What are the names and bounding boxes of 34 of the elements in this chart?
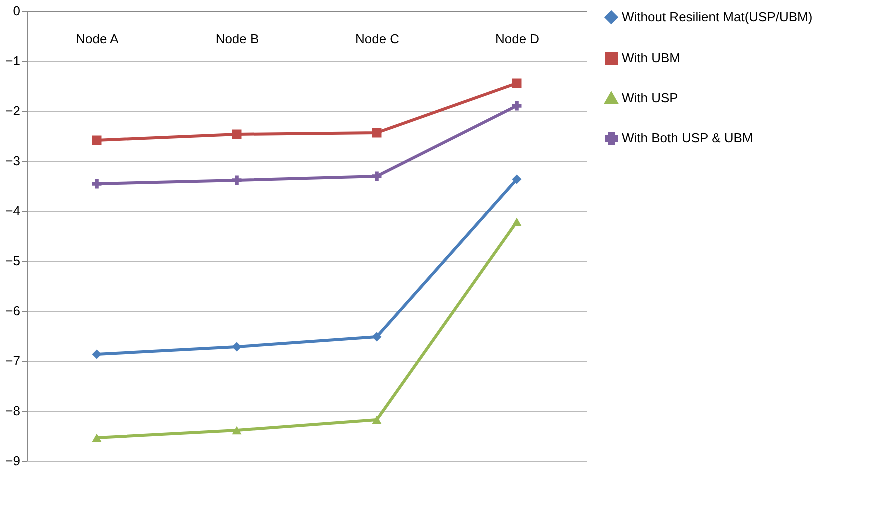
point	[372, 172, 382, 182]
y-tick-label: −2	[6, 104, 20, 118]
y-tick-label: −1	[6, 54, 20, 68]
y-tick-label: −8	[6, 404, 20, 418]
y-tick-label: −4	[6, 204, 20, 218]
point	[232, 426, 242, 435]
x-tick-label: Node D	[495, 32, 540, 46]
legend-label: Without Resilient Mat(USP/UBM)	[622, 10, 813, 24]
point	[232, 176, 242, 186]
y-tick-label: −5	[6, 254, 20, 268]
legend-label: With UBM	[622, 50, 680, 66]
point	[512, 174, 522, 184]
point	[232, 342, 242, 352]
point	[372, 128, 382, 138]
point	[372, 332, 382, 342]
point	[92, 434, 102, 442]
point	[512, 78, 522, 88]
point	[92, 136, 102, 146]
x-tick-label: Node A	[76, 32, 120, 46]
point	[512, 101, 522, 111]
legend-label: With USP	[622, 90, 678, 106]
point	[512, 218, 522, 226]
point	[232, 130, 242, 140]
y-tick-label: −9	[6, 454, 20, 468]
point	[92, 179, 102, 189]
y-tick-label: −7	[6, 354, 20, 368]
y-tick-label: −3	[6, 154, 20, 168]
x-tick-label: Node B	[216, 32, 260, 46]
x-tick-label: Node C	[355, 32, 400, 46]
y-tick-label: −6	[6, 304, 20, 318]
point	[372, 416, 382, 424]
y-tick-label: 0	[13, 4, 20, 18]
legend-label: With Both USP & UBM	[622, 130, 754, 146]
point	[92, 350, 102, 360]
